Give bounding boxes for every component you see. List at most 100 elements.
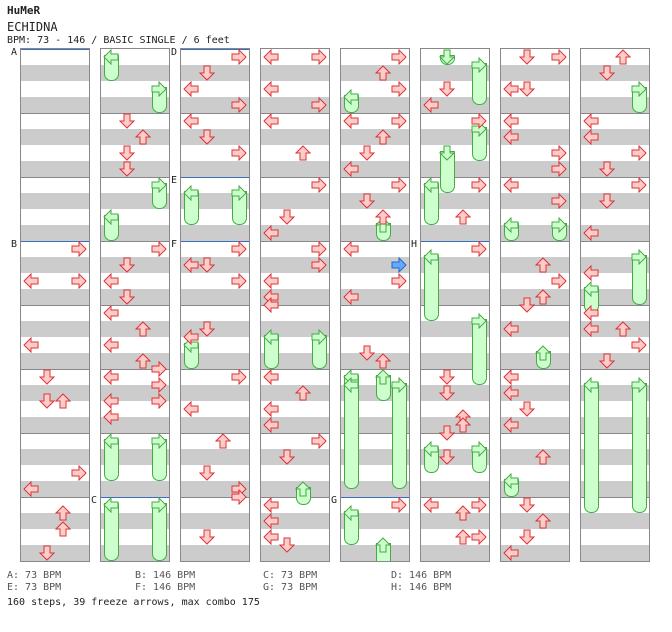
step-arrow-icon-shape — [311, 433, 327, 449]
step-arrow-icon — [455, 505, 471, 521]
freeze-head-icon — [503, 473, 519, 489]
freeze-head-icon-shape — [631, 377, 647, 393]
step-arrow-icon-shape — [503, 177, 519, 193]
freeze-head-icon — [439, 49, 455, 65]
step-arrow-icon — [503, 129, 519, 145]
step-arrow-icon — [199, 465, 215, 481]
step-arrow-icon-shape — [455, 417, 471, 433]
freeze-head-icon-shape — [551, 217, 567, 233]
measure-line — [421, 113, 489, 114]
step-arrow-icon-shape — [551, 161, 567, 177]
step-arrow-icon-shape — [135, 353, 151, 369]
beat-stripe — [261, 321, 329, 337]
freeze-head-icon-shape — [439, 145, 455, 161]
step-arrow-icon — [311, 97, 327, 113]
measure-line — [501, 113, 569, 114]
measure-line — [21, 433, 89, 434]
step-arrow-icon-shape — [519, 401, 535, 417]
beat-stripe — [101, 129, 169, 145]
step-arrow-icon — [183, 81, 199, 97]
freeze-head-icon — [103, 433, 119, 449]
measure-line — [421, 305, 489, 306]
step-arrow-icon-shape — [455, 529, 471, 545]
step-arrow-icon — [519, 81, 535, 97]
measure-line — [341, 305, 409, 306]
step-arrow-icon-shape — [583, 305, 599, 321]
beat-stripe — [261, 225, 329, 241]
step-arrow-icon — [263, 497, 279, 513]
step-arrow-icon-shape — [391, 49, 407, 65]
freeze-head-icon — [343, 377, 359, 393]
freeze-head-icon-shape — [103, 209, 119, 225]
measure-line — [341, 369, 409, 370]
step-arrow-icon-shape — [263, 113, 279, 129]
step-arrow-icon — [263, 49, 279, 65]
step-arrow-icon-shape — [23, 273, 39, 289]
step-arrow-icon — [519, 497, 535, 513]
measure-line — [581, 241, 649, 242]
step-arrow-icon — [519, 401, 535, 417]
beat-stripe — [421, 513, 489, 529]
beat-stripe — [261, 161, 329, 177]
freeze-head-icon-shape — [583, 281, 599, 297]
freeze-head-icon — [423, 249, 439, 265]
step-arrow-icon — [455, 209, 471, 225]
beat-stripe — [101, 481, 169, 497]
step-arrow-icon-shape — [359, 145, 375, 161]
measure-line — [21, 113, 89, 114]
step-arrow-icon-shape — [263, 81, 279, 97]
step-arrow-icon — [263, 297, 279, 313]
step-arrow-icon-shape — [71, 465, 87, 481]
step-arrow-icon — [423, 97, 439, 113]
beat-stripe — [261, 545, 329, 561]
measure-line — [261, 305, 329, 306]
step-arrow-icon — [263, 225, 279, 241]
freeze-head-icon — [583, 377, 599, 393]
step-arrow-icon — [71, 241, 87, 257]
step-arrow-icon — [71, 465, 87, 481]
step-arrow-icon-shape — [71, 241, 87, 257]
freeze-head-icon — [103, 209, 119, 225]
section-line — [341, 497, 409, 498]
step-arrow-icon — [439, 369, 455, 385]
step-arrow-icon — [263, 417, 279, 433]
step-arrow-icon-shape — [263, 529, 279, 545]
step-arrow-icon-shape — [39, 545, 55, 561]
freeze-head-icon — [343, 505, 359, 521]
chart-summary: 160 steps, 39 freeze arrows, max combo 1… — [7, 597, 260, 608]
beat-stripe — [181, 161, 249, 177]
step-arrow-icon — [103, 337, 119, 353]
beat-stripe — [341, 545, 409, 561]
step-arrow-icon — [583, 305, 599, 321]
step-arrow-icon-shape — [503, 417, 519, 433]
step-arrow-icon-shape — [471, 497, 487, 513]
step-arrow-icon-shape — [503, 545, 519, 561]
step-arrow-icon — [503, 81, 519, 97]
beat-stripe — [261, 449, 329, 465]
beat-stripe — [581, 513, 649, 529]
step-arrow-icon-shape — [183, 329, 199, 345]
step-arrow-icon-shape — [23, 337, 39, 353]
measure-line — [421, 497, 489, 498]
step-arrow-icon — [343, 241, 359, 257]
beat-stripe — [261, 257, 329, 273]
section-label: E — [171, 175, 178, 186]
beat-stripe — [101, 321, 169, 337]
step-arrow-icon-shape — [231, 369, 247, 385]
step-arrow-icon-shape — [295, 385, 311, 401]
step-arrow-icon-shape — [263, 273, 279, 289]
step-arrow-icon — [471, 529, 487, 545]
measure-line — [421, 433, 489, 434]
measure-line — [181, 113, 249, 114]
measure-line — [261, 241, 329, 242]
step-arrow-icon — [151, 241, 167, 257]
step-arrow-icon — [39, 393, 55, 409]
step-arrow-icon-shape — [199, 65, 215, 81]
step-arrow-icon-shape — [103, 305, 119, 321]
step-arrow-icon — [391, 49, 407, 65]
step-arrow-icon-shape — [455, 209, 471, 225]
step-arrow-icon-shape — [263, 417, 279, 433]
section-line — [101, 497, 169, 498]
step-arrow-icon — [199, 321, 215, 337]
